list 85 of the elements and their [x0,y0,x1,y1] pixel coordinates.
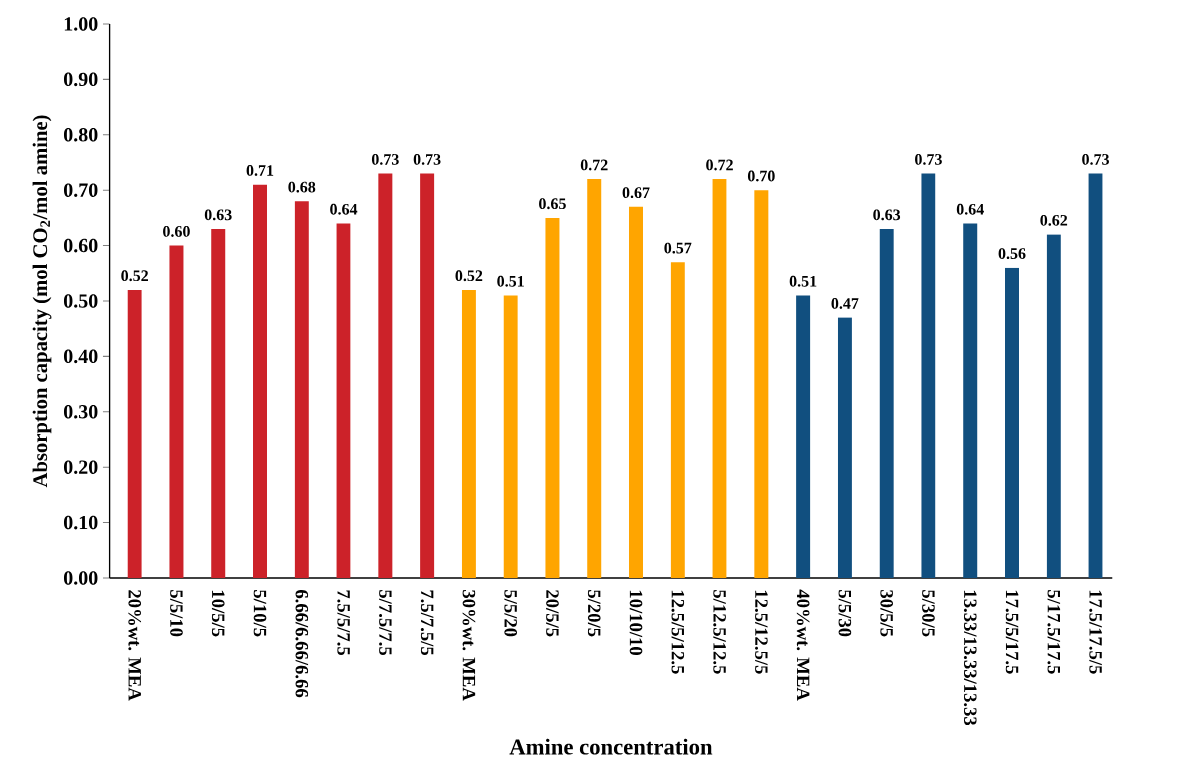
data-label: 0.72 [580,159,608,171]
x-tick-label: 7.5/7.5/5 [420,590,434,656]
x-tick-label: 5/20/5 [587,590,601,637]
bar [587,179,602,578]
x-tick-label: 30%wt. MEA [462,590,476,701]
x-tick-label: 10/10/10 [629,590,643,656]
x-tick-label: 7.5/5/7.5 [337,590,350,656]
x-tick-label: 5/17.5/17.5 [1047,590,1061,674]
x-tick-label: 5/7.5/7.5 [379,590,392,656]
bar [921,173,936,578]
y-tick-label: 1.00 [64,17,98,31]
data-label: 0.67 [622,187,650,199]
x-tick-label: 5/10/5 [253,590,267,637]
data-label: 0.68 [288,181,316,193]
data-label: 0.51 [497,275,524,287]
bar [336,223,351,578]
x-tick-label: 5/12.5/12.5 [713,590,726,674]
x-tick-label: 40%wt. MEA [796,589,810,701]
x-tick-label: 12.5/12.5/5 [755,590,768,674]
y-axis-title: Absorption capacity (mol CO$_{2}$/mol amine) [32,115,52,488]
x-tick-label: 20/5/5 [546,590,559,637]
y-tick-label: 0.30 [63,405,98,419]
x-tick-label: 30/5/5 [880,590,893,637]
bar [294,201,309,578]
data-label: 0.73 [915,153,942,165]
data-label: 0.62 [1040,214,1068,226]
x-tick-label: 5/30/5 [922,590,935,637]
bar [503,295,518,578]
x-tick-label: 17.5/5/17.5 [1005,590,1019,674]
bar [670,262,685,578]
data-label: 0.64 [956,203,984,215]
bar [796,295,811,578]
bar [712,179,727,578]
bar [837,317,852,578]
bar [378,173,393,578]
x-tick-label: 5/5/30 [838,590,852,637]
bar [461,289,476,578]
x-tick-label: 6.66/6.66/6.66 [295,590,309,698]
data-label: 0.65 [539,198,566,210]
data-label: 0.52 [121,270,148,282]
x-tick-label: 5/5/10 [170,590,183,637]
data-label: 0.73 [1082,153,1109,165]
y-tick-label: 0.10 [63,515,98,530]
y-tick-label: 0.00 [63,571,98,585]
bar [629,206,643,578]
data-label: 0.73 [371,153,399,165]
bar [1088,173,1103,578]
bar [1005,267,1019,578]
bar [169,245,184,578]
y-tick-label: 0.40 [63,349,98,364]
data-label: 0.72 [706,159,733,171]
data-label: 0.57 [664,242,692,254]
data-label: 0.73 [413,153,441,165]
data-label: 0.47 [831,298,859,309]
bar [253,184,268,578]
y-tick-label: 0.20 [63,460,98,474]
y-tick-label: 0.70 [63,183,98,197]
data-label: 0.63 [204,209,232,221]
bar [211,228,226,578]
x-tick-label: 5/5/20 [504,590,517,637]
bar [963,223,978,578]
data-label: 0.51 [789,275,817,287]
bar [754,190,769,578]
data-label: 0.71 [246,165,274,176]
x-tick-label: 20%wt. MEA [128,590,142,701]
bar [420,173,435,578]
x-tick-label: 13.33/13.33/13.33 [963,590,977,726]
bar [1046,234,1061,578]
data-label: 0.70 [747,170,775,182]
data-label: 0.52 [455,270,483,282]
bar [545,217,560,578]
bar [879,228,894,578]
x-tick-label: 17.5/17.5/5 [1089,590,1102,674]
bar [127,289,142,578]
x-tick-label: 12.5/5/12.5 [671,590,685,674]
data-label: 0.56 [998,248,1026,260]
y-tick-label: 0.50 [63,294,98,308]
data-label: 0.60 [163,226,190,237]
data-label: 0.64 [330,203,358,215]
y-tick-label: 0.60 [63,238,98,253]
y-tick-label: 0.80 [63,128,98,142]
x-axis-title: Amine concentration [509,738,713,755]
y-tick-label: 0.90 [63,72,98,87]
x-tick-label: 10/5/5 [211,590,225,637]
data-label: 0.63 [873,209,901,221]
